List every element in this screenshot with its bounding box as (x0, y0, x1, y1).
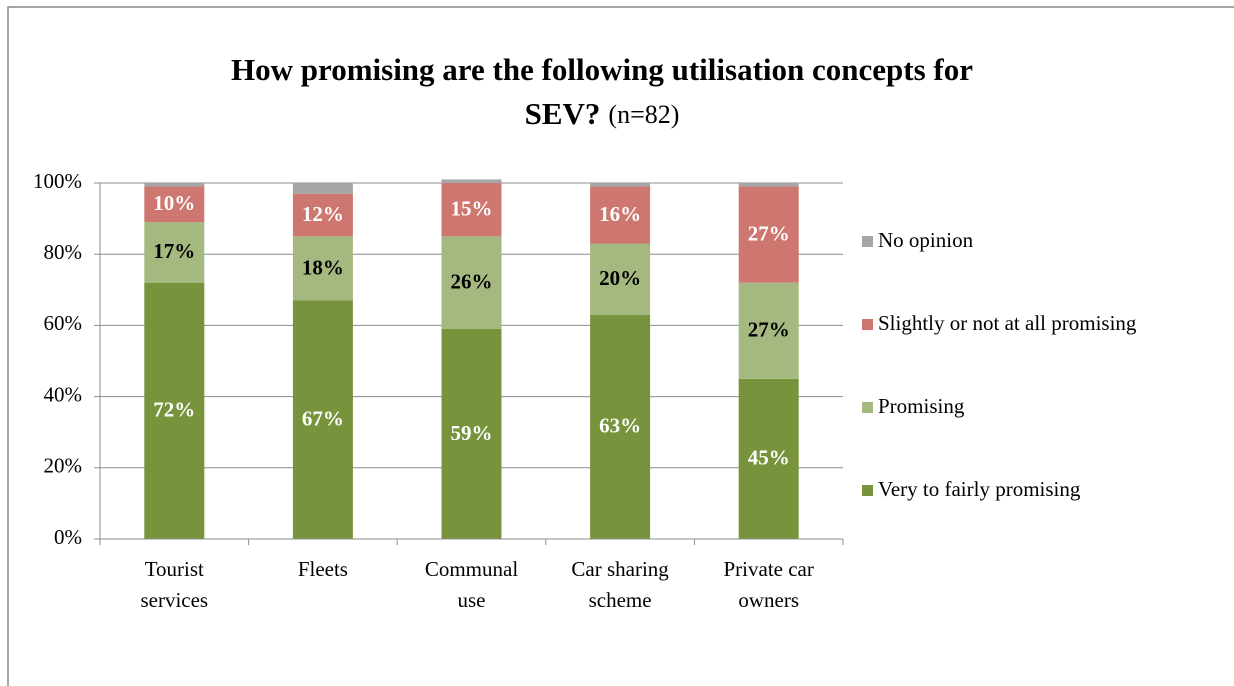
bar-segment (144, 186, 205, 223)
y-tick-label: 60% (44, 311, 83, 335)
data-label: 12% (302, 202, 344, 226)
x-tick-label-line: Tourist (145, 557, 204, 581)
data-label: 59% (451, 421, 493, 445)
y-tick-label: 80% (44, 240, 83, 264)
x-tick-label-line: owners (738, 588, 799, 612)
bar-segment (292, 193, 353, 237)
data-label: 17% (153, 239, 195, 263)
bar-segment (441, 328, 502, 539)
bar-segment (590, 243, 651, 315)
data-label: 16% (599, 202, 641, 226)
x-tick-label: Communal use (425, 557, 518, 612)
bar-segment (144, 222, 205, 283)
data-label: 15% (451, 197, 493, 221)
data-label: 10% (153, 191, 195, 215)
legend-label: No opinion (878, 228, 974, 252)
y-tick-label: 100% (33, 169, 82, 193)
title-line: SEV? (525, 96, 601, 131)
x-tick-label-line: use (458, 588, 486, 612)
data-label: 26% (451, 269, 493, 293)
title-line: How promising are the following utilisat… (231, 52, 973, 87)
bar-segment (441, 179, 502, 183)
bar-segment (738, 183, 799, 187)
bar-segment (590, 314, 651, 539)
bar-segment (738, 378, 799, 539)
legend-swatch (862, 485, 873, 496)
y-tick-label: 0% (54, 525, 82, 549)
x-tick-label-line: services (140, 588, 208, 612)
chart-title: How promising are the following utilisat… (231, 52, 973, 131)
bar-segment (441, 183, 502, 237)
y-tick-label: 40% (44, 382, 83, 406)
legend-swatch (862, 402, 873, 413)
legend-swatch (862, 319, 873, 330)
data-label: 72% (153, 398, 195, 422)
bar-segment (292, 300, 353, 539)
bar-segment (738, 186, 799, 283)
bar-segment (590, 186, 651, 244)
x-tick-label-line: scheme (589, 588, 652, 612)
legend-label: Promising (878, 394, 965, 418)
legend-label: Very to fairly promising (878, 477, 1081, 501)
data-label: 20% (599, 266, 641, 290)
x-tick-label: Private car owners (724, 557, 814, 612)
x-tick-label: Fleets (298, 557, 348, 581)
bar-segment (292, 183, 353, 194)
x-tick-label: Tourist services (140, 557, 208, 612)
data-label: 67% (302, 407, 344, 431)
data-label: 18% (302, 255, 344, 279)
legend-label: Slightly or not at all promising (878, 311, 1137, 335)
bar-segment (441, 236, 502, 329)
bar-segment (738, 282, 799, 379)
data-label: 27% (748, 318, 790, 342)
x-tick-label-line: Communal (425, 557, 518, 581)
chart-subtitle: (n=82) (608, 100, 679, 129)
x-tick-label-line: Private car (724, 557, 814, 581)
legend-swatch (862, 236, 873, 247)
x-tick-label-line: Car sharing (571, 557, 669, 581)
y-tick-label: 20% (44, 454, 83, 478)
x-tick-label: Car sharing scheme (571, 557, 669, 612)
bar-segment (590, 183, 651, 187)
bar-segment (144, 282, 205, 539)
data-label: 27% (748, 221, 790, 245)
bar-segment (292, 236, 353, 301)
bar-segment (144, 183, 205, 187)
data-label: 63% (599, 414, 641, 438)
data-label: 45% (748, 446, 790, 470)
